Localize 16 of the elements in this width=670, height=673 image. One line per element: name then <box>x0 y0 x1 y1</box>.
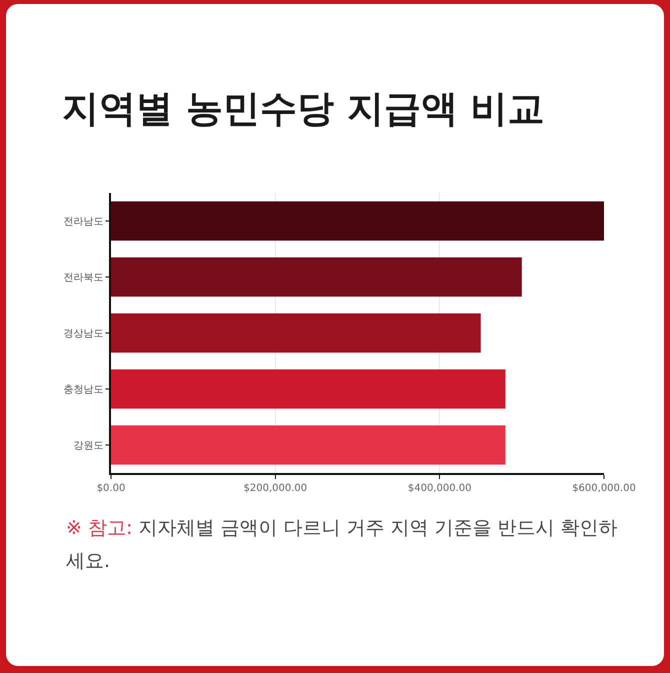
y-tick-label: 전라남도 <box>63 216 104 228</box>
x-tick-label: $400,000.00 <box>408 482 472 494</box>
bar <box>111 257 522 297</box>
y-tick-label: 경상남도 <box>63 328 104 340</box>
y-tick-label: 강원도 <box>73 440 104 452</box>
bar <box>111 313 481 353</box>
bar <box>111 369 506 409</box>
y-tick-label: 충청남도 <box>63 384 104 396</box>
bar <box>111 425 506 465</box>
x-tick-label: $200,000.00 <box>244 482 308 494</box>
y-tick-label: 전라북도 <box>63 272 104 284</box>
x-tick-label: $0.00 <box>96 482 126 494</box>
chart-title: 지역별 농민수당 지급액 비교 <box>62 86 545 132</box>
bar <box>111 201 604 241</box>
x-tick-label: $600,000.00 <box>572 482 636 494</box>
text: ※ 참고: 지자체별 금액이 다르니 거주 지역 기준을 반드시 확인하세요. <box>66 517 618 572</box>
